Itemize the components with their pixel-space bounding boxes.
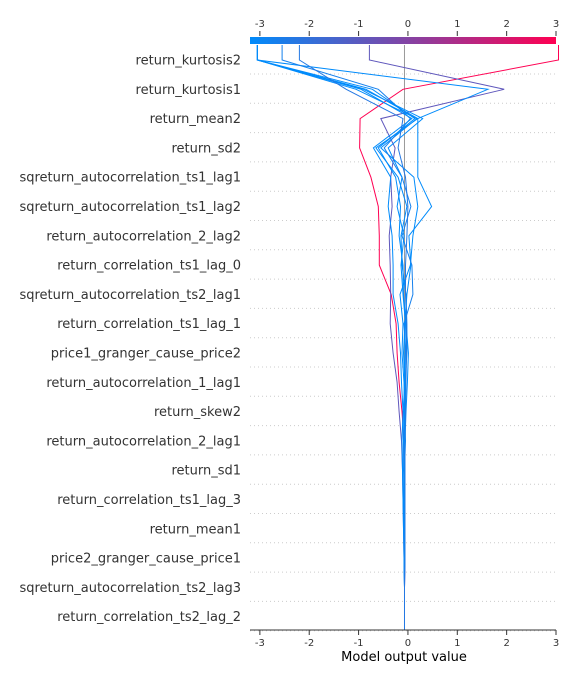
- colorbar-tick-label: 0: [405, 19, 411, 30]
- decision-line: [256, 45, 490, 630]
- feature-label: return_mean2: [150, 112, 241, 127]
- feature-label: return_correlation_ts1_lag_0: [57, 259, 241, 274]
- feature-label: return_sd2: [171, 141, 241, 156]
- feature-label: sqreturn_autocorrelation_ts2_lag1: [19, 288, 241, 303]
- feature-label: sqreturn_autocorrelation_ts1_lag1: [19, 171, 241, 186]
- feature-label: return_autocorrelation_2_lag2: [46, 229, 241, 244]
- decision-line: [359, 45, 559, 630]
- colorbar-tick-label: -1: [354, 19, 364, 30]
- x-axis-tick-label: 3: [553, 638, 559, 649]
- x-axis-tick-label: -1: [354, 638, 364, 649]
- x-axis-tick-label: -2: [304, 638, 314, 649]
- colorbar-tick-label: -2: [304, 19, 314, 30]
- colorbar: -3 -2 -1 0 1 2 3: [250, 19, 559, 44]
- feature-label: return_correlation_ts1_lag_3: [57, 493, 241, 508]
- feature-label: return_autocorrelation_1_lag1: [46, 376, 241, 391]
- feature-label: return_kurtosis2: [136, 54, 241, 69]
- feature-label: return_mean1: [150, 522, 241, 537]
- feature-label: return_kurtosis1: [136, 83, 241, 98]
- x-axis-tick-label: 0: [405, 638, 411, 649]
- decision-line: [256, 45, 424, 630]
- x-axis-label: Model output value: [341, 650, 467, 665]
- feature-label: sqreturn_autocorrelation_ts1_lag2: [19, 200, 241, 215]
- colorbar-tick-label: 1: [454, 19, 460, 30]
- x-axis-tick-label: -3: [255, 638, 265, 649]
- decision-line: [298, 45, 409, 630]
- feature-label: return_skew2: [154, 405, 241, 420]
- x-axis-tick-label: 1: [454, 638, 460, 649]
- feature-label: return_correlation_ts1_lag_1: [57, 317, 241, 332]
- feature-label: sqreturn_autocorrelation_ts2_lag3: [19, 581, 241, 596]
- feature-label: price1_granger_cause_price2: [51, 347, 241, 362]
- feature-label: return_correlation_ts2_lag_2: [57, 610, 241, 625]
- x-axis-tick-label: 2: [503, 638, 509, 649]
- colorbar-tick-label: 3: [553, 19, 559, 30]
- colorbar-tick-label: -3: [255, 19, 265, 30]
- feature-label: price2_granger_cause_price1: [51, 552, 241, 567]
- feature-label: return_autocorrelation_2_lag1: [46, 434, 241, 449]
- decision-line: [368, 45, 505, 630]
- gridlines: [250, 73, 556, 632]
- feature-label: return_sd1: [171, 464, 241, 479]
- colorbar-tick-label: 2: [503, 19, 509, 30]
- x-axis: -3 -2 -1 0 1 2 3: [250, 629, 559, 649]
- colorbar-gradient: [250, 37, 556, 44]
- feature-labels: return_correlation_ts2_lag_2 sqreturn_aut…: [19, 54, 241, 626]
- decision-lines: [256, 45, 559, 630]
